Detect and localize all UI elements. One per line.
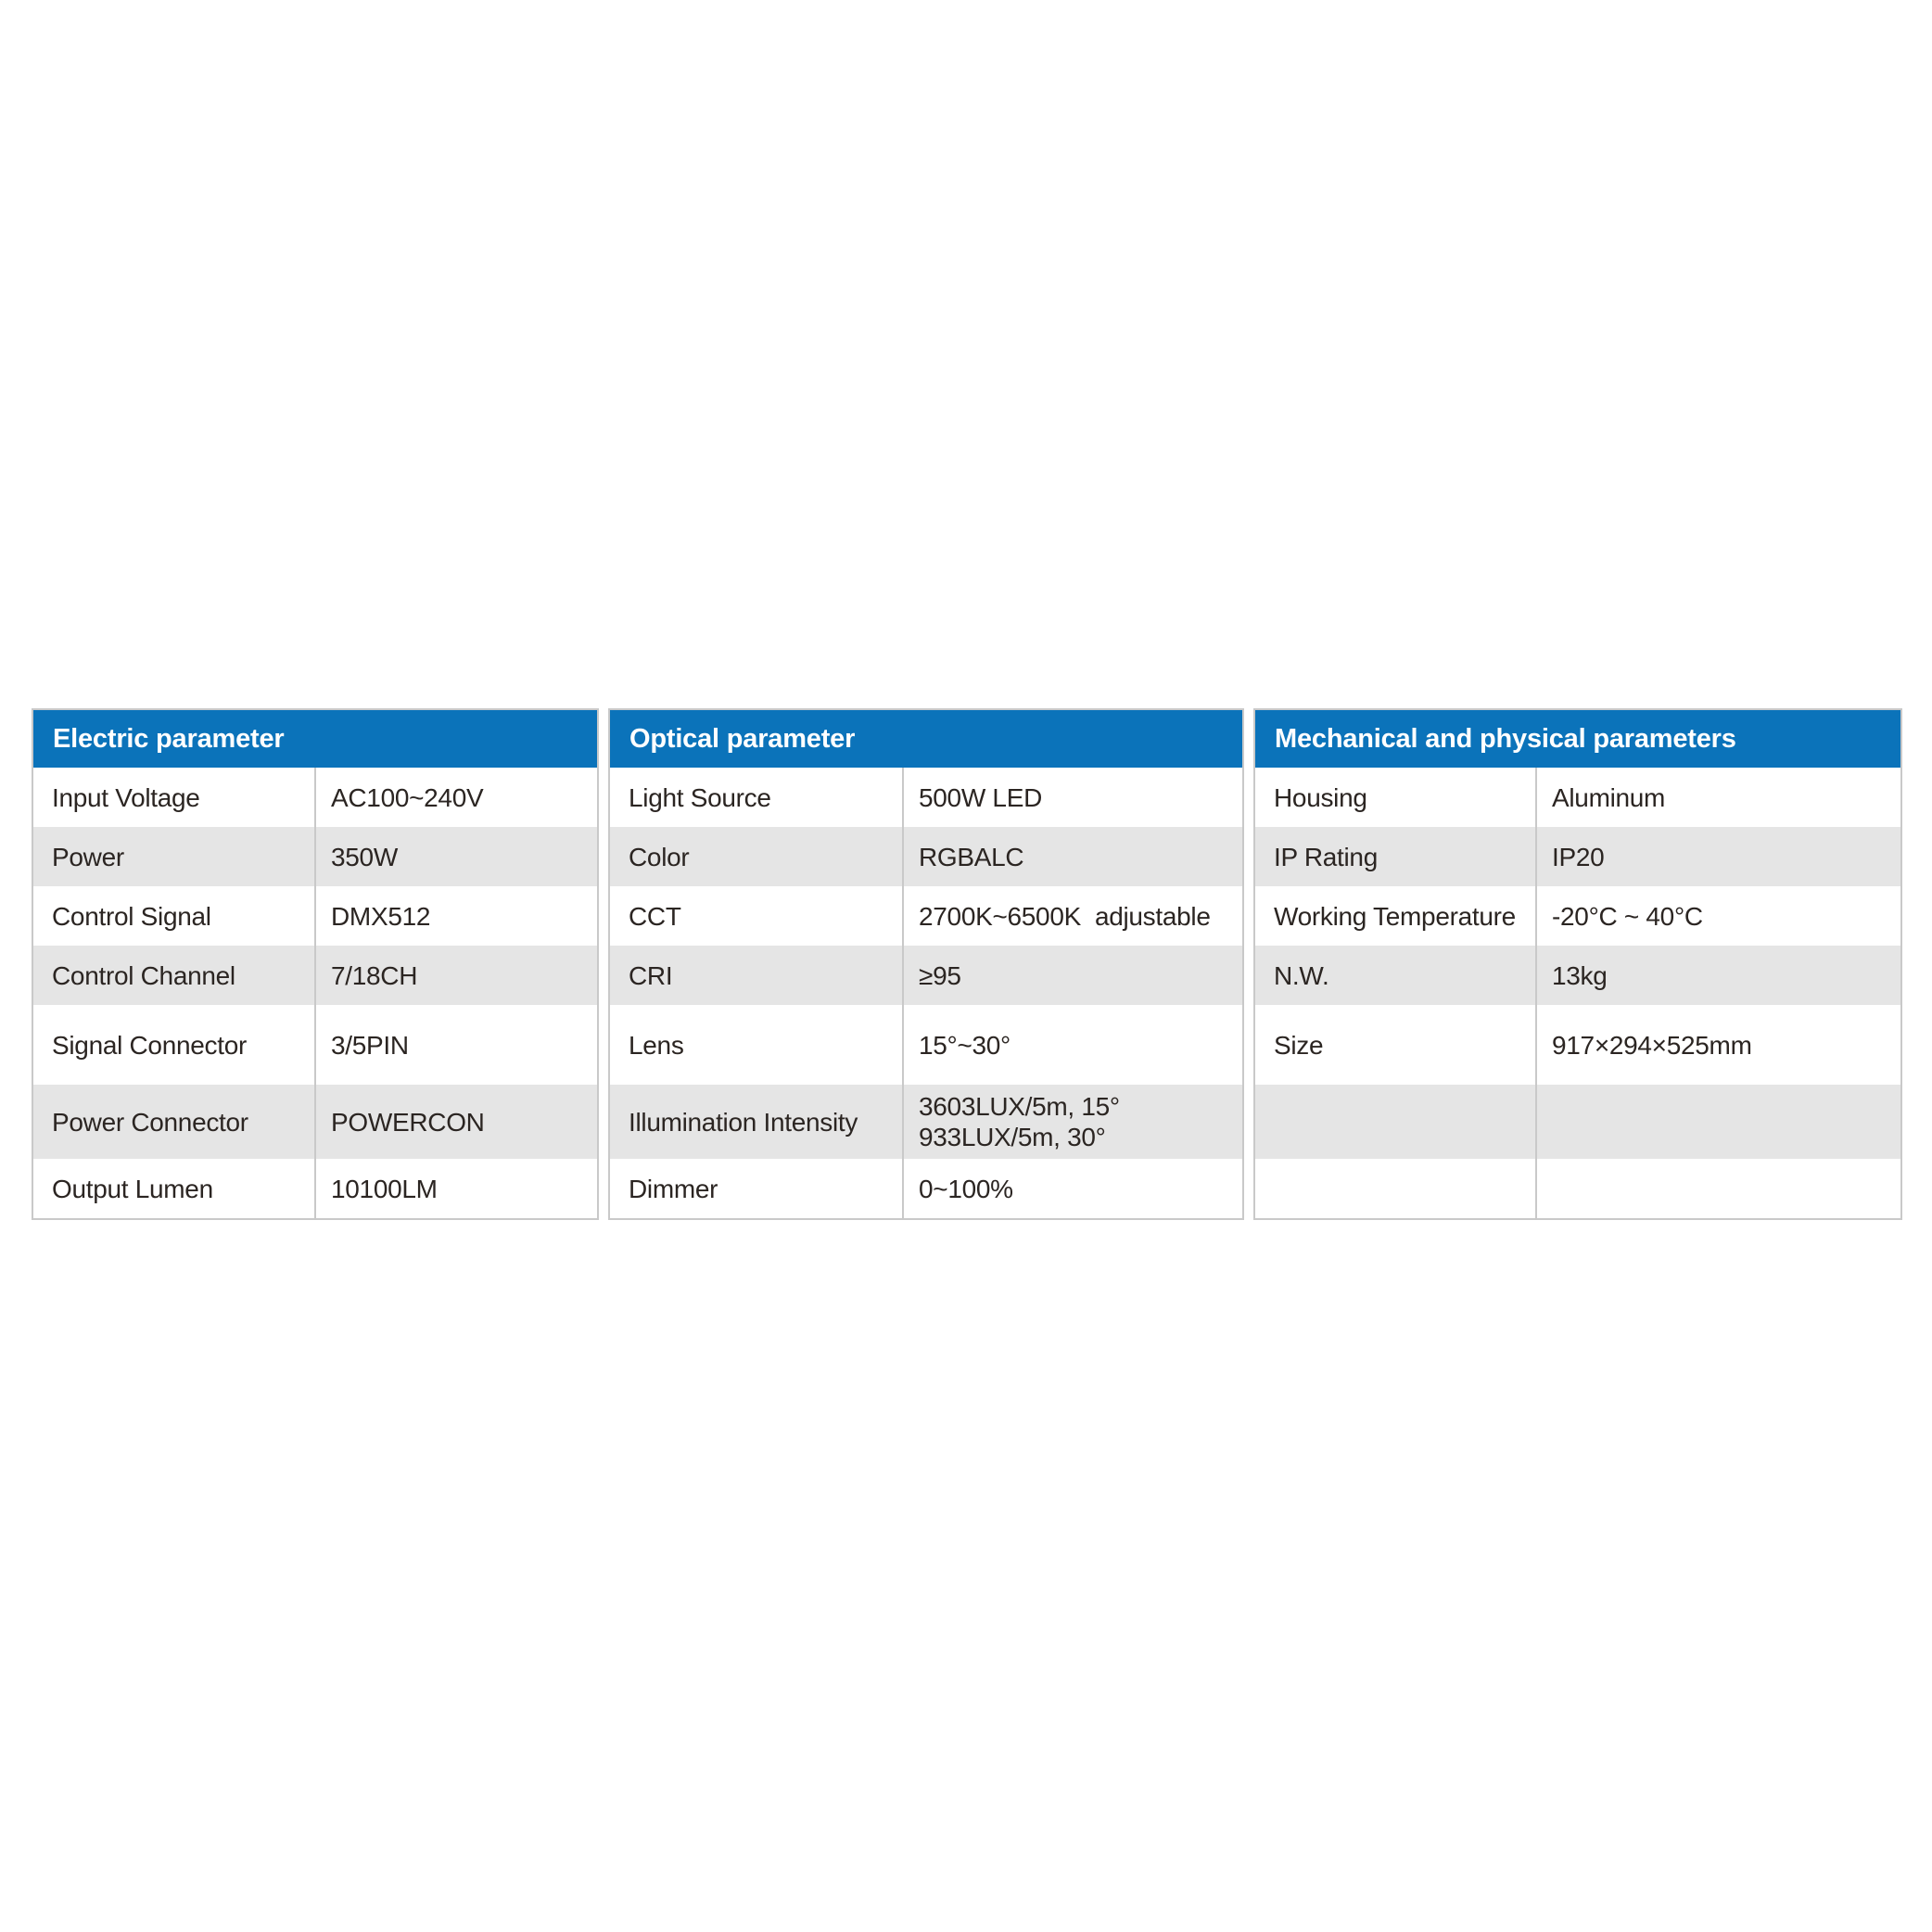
row-label: IP Rating <box>1274 842 1378 871</box>
row-label <box>1255 1159 1535 1218</box>
row-label: Lens <box>629 1030 684 1060</box>
row-label: Working Temperature <box>1274 901 1516 931</box>
row-value: 0~100% <box>902 1159 1242 1218</box>
table-row: Signal Connector 3/5PIN <box>33 1005 597 1085</box>
electric-parameter-header: Electric parameter <box>33 710 597 768</box>
table-row: Color RGBALC <box>610 827 1242 886</box>
row-label <box>1255 1085 1535 1159</box>
row-value: DMX512 <box>314 886 597 946</box>
row-label: Control Channel <box>52 960 235 990</box>
row-label: Input Voltage <box>52 782 200 812</box>
row-label: Housing <box>1274 782 1367 812</box>
row-value: 3603LUX/5m, 15° 933LUX/5m, 30° <box>902 1085 1242 1159</box>
row-label: Output Lumen <box>52 1174 213 1203</box>
row-value: ≥95 <box>902 946 1242 1005</box>
table-title: Mechanical and physical parameters <box>1275 723 1736 754</box>
table-row: CCT 2700K~6500K adjustable <box>610 886 1242 946</box>
row-value: Aluminum <box>1535 768 1900 827</box>
row-value: 10100LM <box>314 1159 597 1218</box>
table-row: Size 917×294×525mm <box>1255 1005 1900 1085</box>
row-label: Color <box>629 842 690 871</box>
table-row: Power Connector POWERCON <box>33 1085 597 1159</box>
row-value: 13kg <box>1535 946 1900 1005</box>
mechanical-parameters-header: Mechanical and physical parameters <box>1255 710 1900 768</box>
table-row: Control Signal DMX512 <box>33 886 597 946</box>
row-value: 15°~30° <box>902 1005 1242 1085</box>
row-value: 2700K~6500K adjustable <box>902 886 1242 946</box>
electric-parameter-table: Electric parameter Input Voltage AC100~2… <box>32 708 599 1220</box>
row-label: Power Connector <box>52 1107 248 1137</box>
table-row: Housing Aluminum <box>1255 768 1900 827</box>
row-label: N.W. <box>1274 960 1329 990</box>
table-row: N.W. 13kg <box>1255 946 1900 1005</box>
table-title: Electric parameter <box>53 723 285 754</box>
table-row <box>1255 1085 1900 1159</box>
row-value: 7/18CH <box>314 946 597 1005</box>
row-label: Size <box>1274 1030 1324 1060</box>
table-row: Power 350W <box>33 827 597 886</box>
row-value: IP20 <box>1535 827 1900 886</box>
table-row <box>1255 1159 1900 1218</box>
table-row: Illumination Intensity 3603LUX/5m, 15° 9… <box>610 1085 1242 1159</box>
row-label: CCT <box>629 901 681 931</box>
optical-parameter-table: Optical parameter Light Source 500W LED … <box>608 708 1244 1220</box>
row-label: Signal Connector <box>52 1030 247 1060</box>
row-label: Control Signal <box>52 901 211 931</box>
table-row: CRI ≥95 <box>610 946 1242 1005</box>
row-value: AC100~240V <box>314 768 597 827</box>
row-label: Power <box>52 842 124 871</box>
table-row: Dimmer 0~100% <box>610 1159 1242 1218</box>
table-row: Lens 15°~30° <box>610 1005 1242 1085</box>
row-label: CRI <box>629 960 673 990</box>
row-label: Illumination Intensity <box>629 1107 858 1137</box>
spec-tables-row: Electric parameter Input Voltage AC100~2… <box>32 708 1902 1220</box>
row-value: -20°C ~ 40°C <box>1535 886 1900 946</box>
table-row: IP Rating IP20 <box>1255 827 1900 886</box>
optical-parameter-body: Light Source 500W LED Color RGBALC CCT 2… <box>610 768 1242 1218</box>
row-value: 917×294×525mm <box>1535 1005 1900 1085</box>
row-value: 3/5PIN <box>314 1005 597 1085</box>
table-title: Optical parameter <box>629 723 856 754</box>
table-row: Output Lumen 10100LM <box>33 1159 597 1218</box>
table-row: Light Source 500W LED <box>610 768 1242 827</box>
mechanical-physical-parameters-table: Mechanical and physical parameters Housi… <box>1253 708 1902 1220</box>
mechanical-parameters-body: Housing Aluminum IP Rating IP20 Working … <box>1255 768 1900 1218</box>
table-row: Working Temperature -20°C ~ 40°C <box>1255 886 1900 946</box>
row-value: POWERCON <box>314 1085 597 1159</box>
row-label: Light Source <box>629 782 771 812</box>
row-label: Dimmer <box>629 1174 718 1203</box>
row-value: 500W LED <box>902 768 1242 827</box>
electric-parameter-body: Input Voltage AC100~240V Power 350W Cont… <box>33 768 597 1218</box>
row-value <box>1535 1085 1900 1159</box>
row-value: RGBALC <box>902 827 1242 886</box>
table-row: Control Channel 7/18CH <box>33 946 597 1005</box>
row-value <box>1535 1159 1900 1218</box>
table-row: Input Voltage AC100~240V <box>33 768 597 827</box>
row-value: 350W <box>314 827 597 886</box>
optical-parameter-header: Optical parameter <box>610 710 1242 768</box>
